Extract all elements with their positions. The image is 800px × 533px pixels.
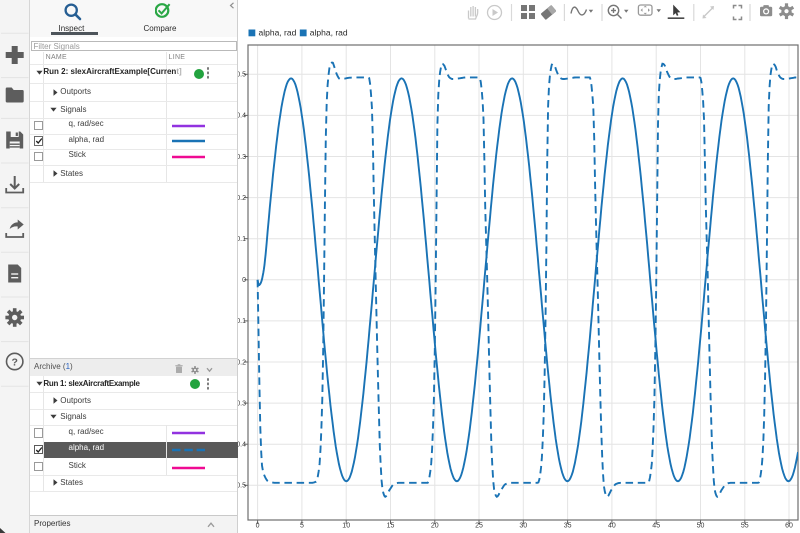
- svg-text:0.1: 0.1: [238, 236, 246, 243]
- svg-text:45: 45: [652, 523, 660, 530]
- svg-text:10: 10: [342, 523, 350, 530]
- svg-text:60: 60: [785, 523, 793, 530]
- svg-text:40: 40: [608, 523, 616, 530]
- svg-text:0.2: 0.2: [238, 195, 246, 202]
- svg-text:-0.1: -0.1: [238, 318, 246, 325]
- svg-text:-0.5: -0.5: [238, 483, 246, 490]
- svg-text:50: 50: [697, 523, 705, 530]
- svg-text:-0.2: -0.2: [238, 359, 246, 366]
- svg-text:0: 0: [242, 277, 246, 284]
- svg-text:-0.3: -0.3: [238, 400, 246, 407]
- svg-text:25: 25: [475, 523, 483, 530]
- svg-text:-0.4: -0.4: [238, 442, 246, 449]
- svg-text:0.5: 0.5: [238, 72, 246, 79]
- svg-text:alpha, rad: alpha, rad: [310, 28, 348, 38]
- svg-text:15: 15: [387, 523, 395, 530]
- svg-text:35: 35: [564, 523, 572, 530]
- svg-text:30: 30: [519, 523, 527, 530]
- svg-text:5: 5: [300, 523, 304, 530]
- svg-text:alpha, rad: alpha, rad: [259, 28, 297, 38]
- svg-text:55: 55: [741, 523, 749, 530]
- svg-text:0: 0: [256, 523, 260, 530]
- svg-text:0.4: 0.4: [238, 113, 246, 120]
- svg-text:20: 20: [431, 523, 439, 530]
- svg-text:0.3: 0.3: [238, 154, 246, 161]
- svg-text:?: ?: [11, 357, 17, 369]
